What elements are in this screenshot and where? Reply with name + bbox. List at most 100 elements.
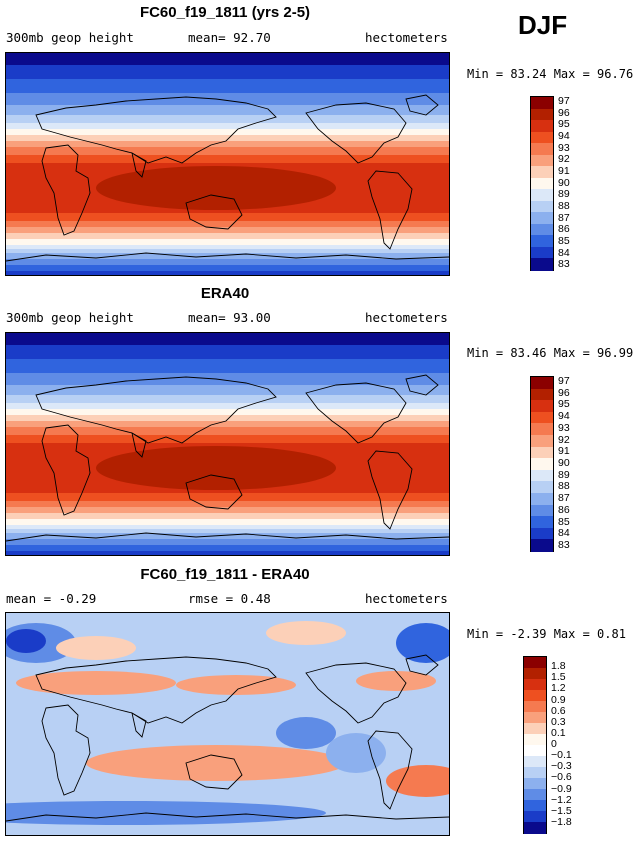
panel-2-units: hectometers (365, 310, 448, 325)
contour-band (6, 227, 449, 233)
contour-band (6, 415, 449, 421)
panel-3-map (5, 612, 450, 836)
colorbar-tick-label: −1.5 (551, 804, 572, 817)
colorbar-swatch (531, 212, 553, 225)
colorbar-swatch (524, 800, 546, 812)
colorbar-tick-label: 83 (558, 258, 570, 271)
coastline (41, 424, 91, 516)
contour-band (6, 65, 449, 79)
panel-3-mean: mean = -0.29 (6, 591, 97, 606)
contour-band (6, 233, 449, 239)
colorbar-swatch (531, 177, 553, 190)
colorbar-tick-label: 96 (558, 386, 570, 399)
panel-1-left-label: 300mb geop height (6, 30, 134, 45)
colorbar-tick-label: 93 (558, 141, 570, 154)
coastline (185, 754, 243, 790)
colorbar-swatch (531, 493, 553, 506)
panel-2-heatmap (6, 333, 449, 555)
contour-band (6, 129, 449, 135)
contour-band (6, 249, 449, 253)
contour-band (6, 239, 449, 245)
contour-band (6, 385, 449, 395)
panel-2-mean: mean= 93.00 (188, 310, 271, 325)
colorbar-swatch (531, 400, 553, 413)
colorbar-swatch (531, 189, 553, 202)
colorbar-tick-label: 92 (558, 433, 570, 446)
colorbar-swatch (531, 235, 553, 248)
colorbar-swatch (531, 143, 553, 156)
colorbar-swatch (531, 223, 553, 237)
contour-band (6, 105, 449, 115)
contour-band (6, 221, 449, 227)
contour-band (6, 155, 449, 163)
colorbar-tick-label: 86 (558, 503, 570, 516)
contour-band (356, 671, 436, 691)
colorbar-swatch (531, 435, 553, 448)
colorbar-tick-label: 87 (558, 492, 570, 505)
panel-1-colorbar (530, 96, 554, 271)
colorbar-tick-label: 93 (558, 421, 570, 434)
colorbar-swatch (524, 745, 546, 757)
coastline (367, 730, 413, 810)
colorbar-tick-label: 1.5 (551, 671, 566, 684)
contour-band (6, 403, 449, 409)
colorbar-tick-label: 0.6 (551, 704, 566, 717)
colorbar-tick-label: −0.1 (551, 749, 572, 762)
colorbar-tick-label: 92 (558, 153, 570, 166)
colorbar-tick-label: 90 (558, 176, 570, 189)
contour-band (6, 141, 449, 147)
panel-1-heatmap (6, 53, 449, 275)
colorbar-swatch (531, 516, 553, 529)
colorbar-tick-label: 88 (558, 480, 570, 493)
contour-band (6, 333, 449, 345)
colorbar-tick-label: 89 (558, 188, 570, 201)
contour-band (6, 545, 449, 551)
coastline (6, 252, 449, 262)
contour-band (6, 529, 449, 533)
contour-band (6, 525, 449, 529)
contour-band (6, 551, 449, 555)
colorbar-swatch (524, 767, 546, 779)
panel-1-minmax: Min = 83.24 Max = 96.76 (467, 67, 634, 81)
contour-band (6, 519, 449, 525)
contour-band (96, 446, 336, 490)
contour-band (6, 123, 449, 129)
colorbar-swatch (531, 166, 553, 179)
panel-3-units: hectometers (365, 591, 448, 606)
colorbar-swatch (524, 811, 546, 823)
contour-band (6, 409, 449, 415)
coastline (131, 432, 147, 458)
contour-band (276, 717, 336, 749)
coastline (185, 474, 243, 510)
contour-band (6, 147, 449, 155)
colorbar-swatch (524, 734, 546, 746)
panel-1-mean: mean= 92.70 (188, 30, 271, 45)
contour-band (6, 507, 449, 513)
colorbar-tick-label: 91 (558, 164, 570, 177)
colorbar-swatch (524, 679, 546, 691)
panel-3-rmse: rmse = 0.48 (188, 591, 271, 606)
colorbar-swatch (524, 778, 546, 790)
coastline (367, 450, 413, 530)
colorbar-swatch (531, 120, 553, 133)
contour-band (6, 395, 449, 403)
colorbar-tick-label: 0 (551, 738, 557, 750)
colorbar-swatch (531, 527, 553, 541)
coastline (6, 532, 449, 542)
colorbar-swatch (524, 668, 546, 680)
colorbar-tick-label: 95 (558, 118, 570, 131)
contour-band (6, 265, 449, 271)
contour-band (6, 435, 449, 443)
contour-band (96, 166, 336, 210)
coastline (41, 704, 91, 796)
contour-band (6, 115, 449, 123)
colorbar-swatch (531, 423, 553, 436)
contour-band (6, 345, 449, 359)
coastline (6, 812, 449, 822)
colorbar-tick-label: 0.1 (551, 726, 566, 739)
coastline (305, 662, 407, 724)
panel-2-map (5, 332, 450, 556)
coastline (405, 374, 439, 396)
panel-3-colorbar (523, 656, 547, 834)
contour-band (6, 801, 326, 825)
